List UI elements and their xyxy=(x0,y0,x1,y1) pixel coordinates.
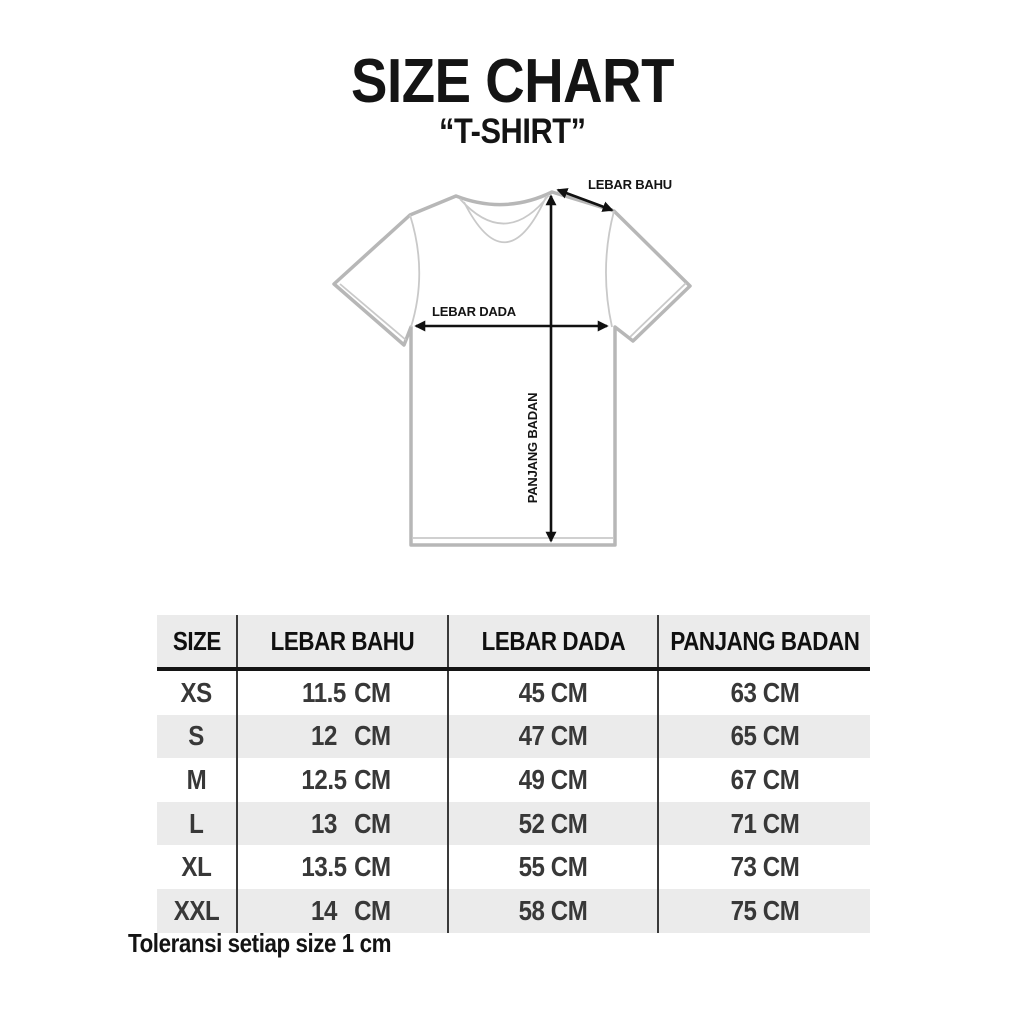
left-sleeve-seam xyxy=(409,214,421,328)
collar-band-inner xyxy=(463,196,547,244)
table-row-l: L 13 CM 52 CM 71 CM xyxy=(157,801,870,846)
right-sleeve-seam xyxy=(605,210,615,328)
cell-length: 63 CM xyxy=(730,676,799,708)
tshirt-diagram: LEBAR BAHU LEBAR DADA PANJANG BADAN xyxy=(332,177,692,547)
column-header-length: PANJANG BADAN xyxy=(669,625,860,656)
cell-shoulder: 13.5 CM xyxy=(238,845,449,889)
table-row-xxl: XXL 14 CM 58 CM 75 CM xyxy=(157,888,870,933)
cell-size: XL xyxy=(157,845,238,889)
table-row-s: S 12 CM 47 CM 65 CM xyxy=(157,714,870,759)
cell-shoulder: 14 CM xyxy=(238,888,449,933)
cell-shoulder: 11.5 CM xyxy=(238,671,449,715)
size-table: SIZE LEBAR BAHU LEBAR DADA PANJANG BADAN… xyxy=(157,615,870,933)
table-row-xs: XS 11.5 CM 45 CM 63 CM xyxy=(157,671,870,715)
page-subtitle-text: “T-SHIRT” xyxy=(438,112,586,151)
cell-chest: 45 CM xyxy=(449,671,659,715)
cell-size: S xyxy=(157,714,238,759)
shoulder-width-arrow xyxy=(556,188,614,212)
cell-chest: 52 CM xyxy=(449,801,659,846)
chest-label: LEBAR DADA xyxy=(432,304,517,319)
cell-size: L xyxy=(157,801,238,846)
cell-shoulder: 12.5 CM xyxy=(238,758,449,802)
column-header-size: SIZE xyxy=(157,615,238,667)
cell-length: 67 CM xyxy=(730,763,799,795)
collar-band-outer xyxy=(459,194,550,225)
page-subtitle: “T-SHIRT” xyxy=(0,112,1024,152)
page-title-text: SIZE CHART xyxy=(350,47,674,116)
column-header-chest: LEBAR DADA xyxy=(449,615,659,667)
table-row-xl: XL 13.5 CM 55 CM 73 CM xyxy=(157,845,870,889)
cell-chest: 58 CM xyxy=(449,888,659,933)
cell-size: XXL xyxy=(157,888,238,933)
cell-chest: 55 CM xyxy=(449,845,659,889)
cell-length: 75 CM xyxy=(730,894,799,926)
cell-chest: 47 CM xyxy=(449,714,659,759)
left-cuff-line xyxy=(339,283,407,341)
cell-length: 65 CM xyxy=(730,720,799,752)
cell-shoulder: 12 CM xyxy=(238,714,449,759)
column-header-shoulder: LEBAR BAHU xyxy=(238,615,449,667)
cell-size: XS xyxy=(157,671,238,715)
cell-length: 71 CM xyxy=(730,807,799,839)
body-length-label: PANJANG BADAN xyxy=(525,393,540,504)
page-title: SIZE CHART xyxy=(0,46,1024,117)
shoulder-label: LEBAR BAHU xyxy=(588,177,672,192)
tshirt-outline xyxy=(332,190,692,547)
cell-length: 73 CM xyxy=(730,851,799,883)
cell-shoulder: 13 CM xyxy=(238,801,449,846)
table-row-m: M 12.5 CM 49 CM 67 CM xyxy=(157,758,870,802)
right-cuff-line xyxy=(629,282,687,338)
table-header-row: SIZE LEBAR BAHU LEBAR DADA PANJANG BADAN xyxy=(157,615,870,667)
tolerance-note: Toleransi setiap size 1 cm xyxy=(128,928,392,958)
cell-chest: 49 CM xyxy=(449,758,659,802)
cell-size: M xyxy=(157,758,238,802)
header-underline xyxy=(157,667,870,671)
